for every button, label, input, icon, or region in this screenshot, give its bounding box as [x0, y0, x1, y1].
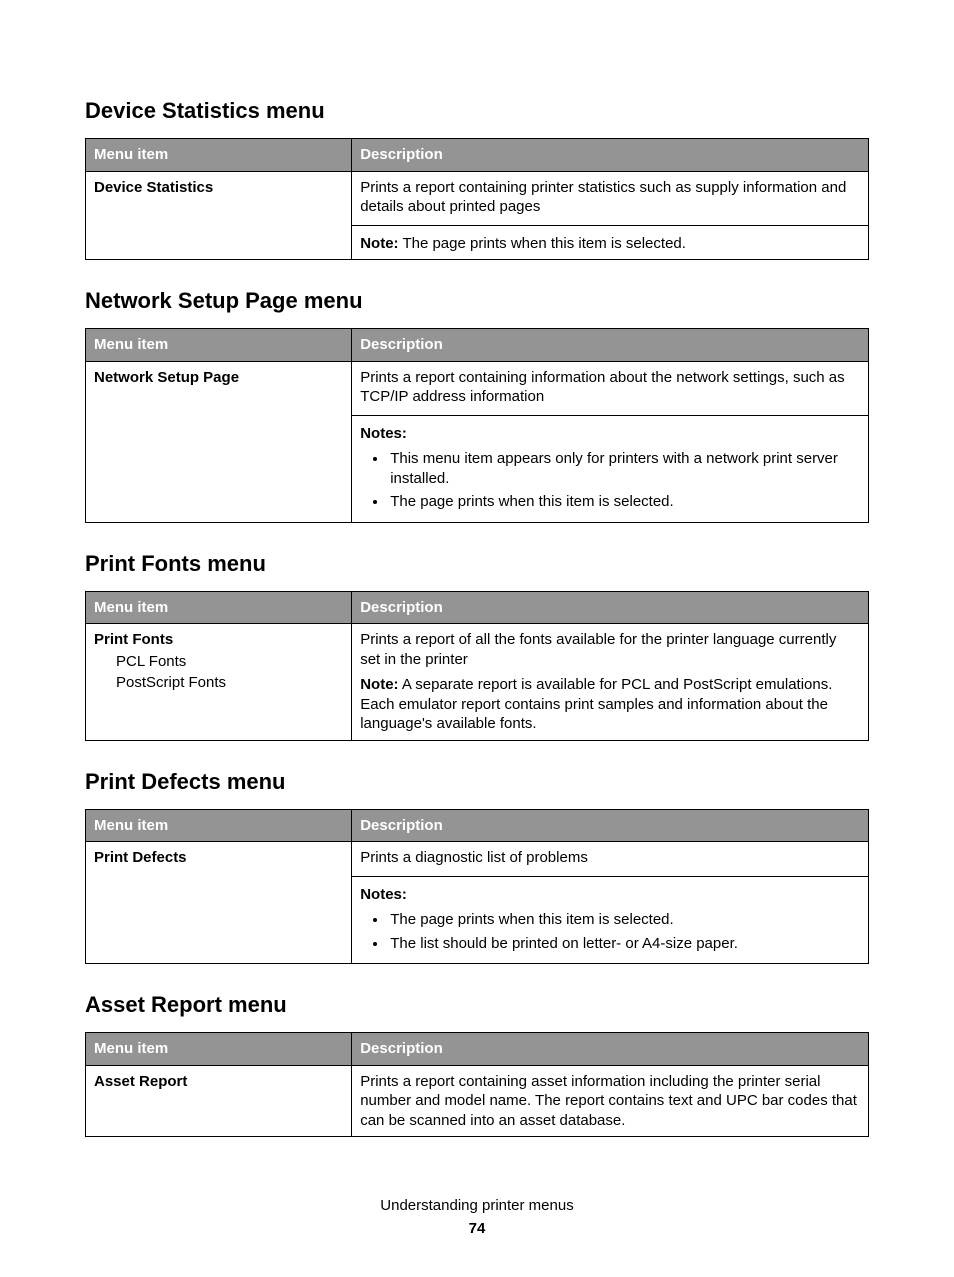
- section-device-statistics: Device Statistics menu Menu item Descrip…: [85, 98, 869, 260]
- list-item: The list should be printed on letter- or…: [388, 934, 860, 954]
- cell-description: Prints a report containing information a…: [352, 361, 869, 522]
- page-footer: Understanding printer menus 74: [85, 1197, 869, 1237]
- section-network-setup: Network Setup Page menu Menu item Descri…: [85, 288, 869, 523]
- description-text: Prints a diagnostic list of problems: [360, 848, 860, 868]
- table-row: Print Defects Prints a diagnostic list o…: [86, 842, 869, 964]
- table-network-setup: Menu item Description Network Setup Page…: [85, 328, 869, 523]
- table-print-defects: Menu item Description Print Defects Prin…: [85, 809, 869, 965]
- table-row: Network Setup Page Prints a report conta…: [86, 361, 869, 522]
- table-device-statistics: Menu item Description Device Statistics …: [85, 138, 869, 260]
- col-header-menu-item: Menu item: [86, 139, 352, 172]
- heading-network-setup: Network Setup Page menu: [85, 288, 869, 314]
- menu-item-name: Print Defects: [94, 849, 187, 866]
- col-header-description: Description: [352, 591, 869, 624]
- cell-menu-item: Asset Report: [86, 1065, 352, 1137]
- col-header-menu-item: Menu item: [86, 809, 352, 842]
- note-text: The page prints when this item is select…: [399, 235, 686, 252]
- cell-description: Prints a diagnostic list of problems Not…: [352, 842, 869, 964]
- col-header-menu-item: Menu item: [86, 329, 352, 362]
- footer-title: Understanding printer menus: [85, 1197, 869, 1214]
- section-print-defects: Print Defects menu Menu item Description…: [85, 769, 869, 965]
- col-header-description: Description: [352, 1033, 869, 1066]
- notes-list: This menu item appears only for printers…: [360, 449, 860, 512]
- description-text: Prints a report containing printer stati…: [360, 178, 860, 217]
- heading-print-defects: Print Defects menu: [85, 769, 869, 795]
- col-header-description: Description: [352, 139, 869, 172]
- list-item: The page prints when this item is select…: [388, 910, 860, 930]
- list-item: The page prints when this item is select…: [388, 492, 860, 512]
- table-row: Print Fonts PCL Fonts PostScript Fonts P…: [86, 624, 869, 741]
- notes-list: The page prints when this item is select…: [360, 910, 860, 953]
- cell-description: Prints a report containing printer stati…: [352, 171, 869, 260]
- table-print-fonts: Menu item Description Print Fonts PCL Fo…: [85, 591, 869, 741]
- table-header-row: Menu item Description: [86, 809, 869, 842]
- description-text: Prints a report containing information a…: [360, 368, 860, 407]
- col-header-description: Description: [352, 329, 869, 362]
- col-header-menu-item: Menu item: [86, 591, 352, 624]
- note-prefix: Note:: [360, 676, 398, 693]
- divider: [352, 415, 868, 416]
- table-header-row: Menu item Description: [86, 139, 869, 172]
- section-print-fonts: Print Fonts menu Menu item Description P…: [85, 551, 869, 741]
- table-row: Asset Report Prints a report containing …: [86, 1065, 869, 1137]
- table-header-row: Menu item Description: [86, 1033, 869, 1066]
- note-line: Note: The page prints when this item is …: [360, 234, 860, 254]
- table-row: Device Statistics Prints a report contai…: [86, 171, 869, 260]
- heading-asset-report: Asset Report menu: [85, 992, 869, 1018]
- table-header-row: Menu item Description: [86, 591, 869, 624]
- sub-item: PCL Fonts: [94, 652, 343, 672]
- notes-label: Notes:: [360, 885, 860, 905]
- col-header-menu-item: Menu item: [86, 1033, 352, 1066]
- section-asset-report: Asset Report menu Menu item Description …: [85, 992, 869, 1137]
- menu-item-name: Print Fonts: [94, 631, 173, 648]
- heading-device-statistics: Device Statistics menu: [85, 98, 869, 124]
- heading-print-fonts: Print Fonts menu: [85, 551, 869, 577]
- cell-menu-item: Print Fonts PCL Fonts PostScript Fonts: [86, 624, 352, 741]
- note-line: Note: A separate report is available for…: [360, 675, 860, 734]
- note-text: A separate report is available for PCL a…: [360, 676, 832, 732]
- cell-menu-item: Print Defects: [86, 842, 352, 964]
- list-item: This menu item appears only for printers…: [388, 449, 860, 488]
- cell-description: Prints a report containing asset informa…: [352, 1065, 869, 1137]
- note-prefix: Note:: [360, 235, 398, 252]
- notes-label: Notes:: [360, 424, 860, 444]
- cell-menu-item: Network Setup Page: [86, 361, 352, 522]
- description-text: Prints a report of all the fonts availab…: [360, 630, 860, 669]
- table-header-row: Menu item Description: [86, 329, 869, 362]
- cell-menu-item: Device Statistics: [86, 171, 352, 260]
- cell-description: Prints a report of all the fonts availab…: [352, 624, 869, 741]
- table-asset-report: Menu item Description Asset Report Print…: [85, 1032, 869, 1137]
- sub-item: PostScript Fonts: [94, 673, 343, 693]
- divider: [352, 876, 868, 877]
- menu-item-name: Device Statistics: [94, 179, 213, 196]
- menu-item-name: Asset Report: [94, 1073, 187, 1090]
- footer-page-number: 74: [85, 1220, 869, 1237]
- page-container: Device Statistics menu Menu item Descrip…: [0, 0, 954, 1277]
- col-header-description: Description: [352, 809, 869, 842]
- divider: [352, 225, 868, 226]
- menu-item-name: Network Setup Page: [94, 369, 239, 386]
- description-text: Prints a report containing asset informa…: [360, 1072, 860, 1131]
